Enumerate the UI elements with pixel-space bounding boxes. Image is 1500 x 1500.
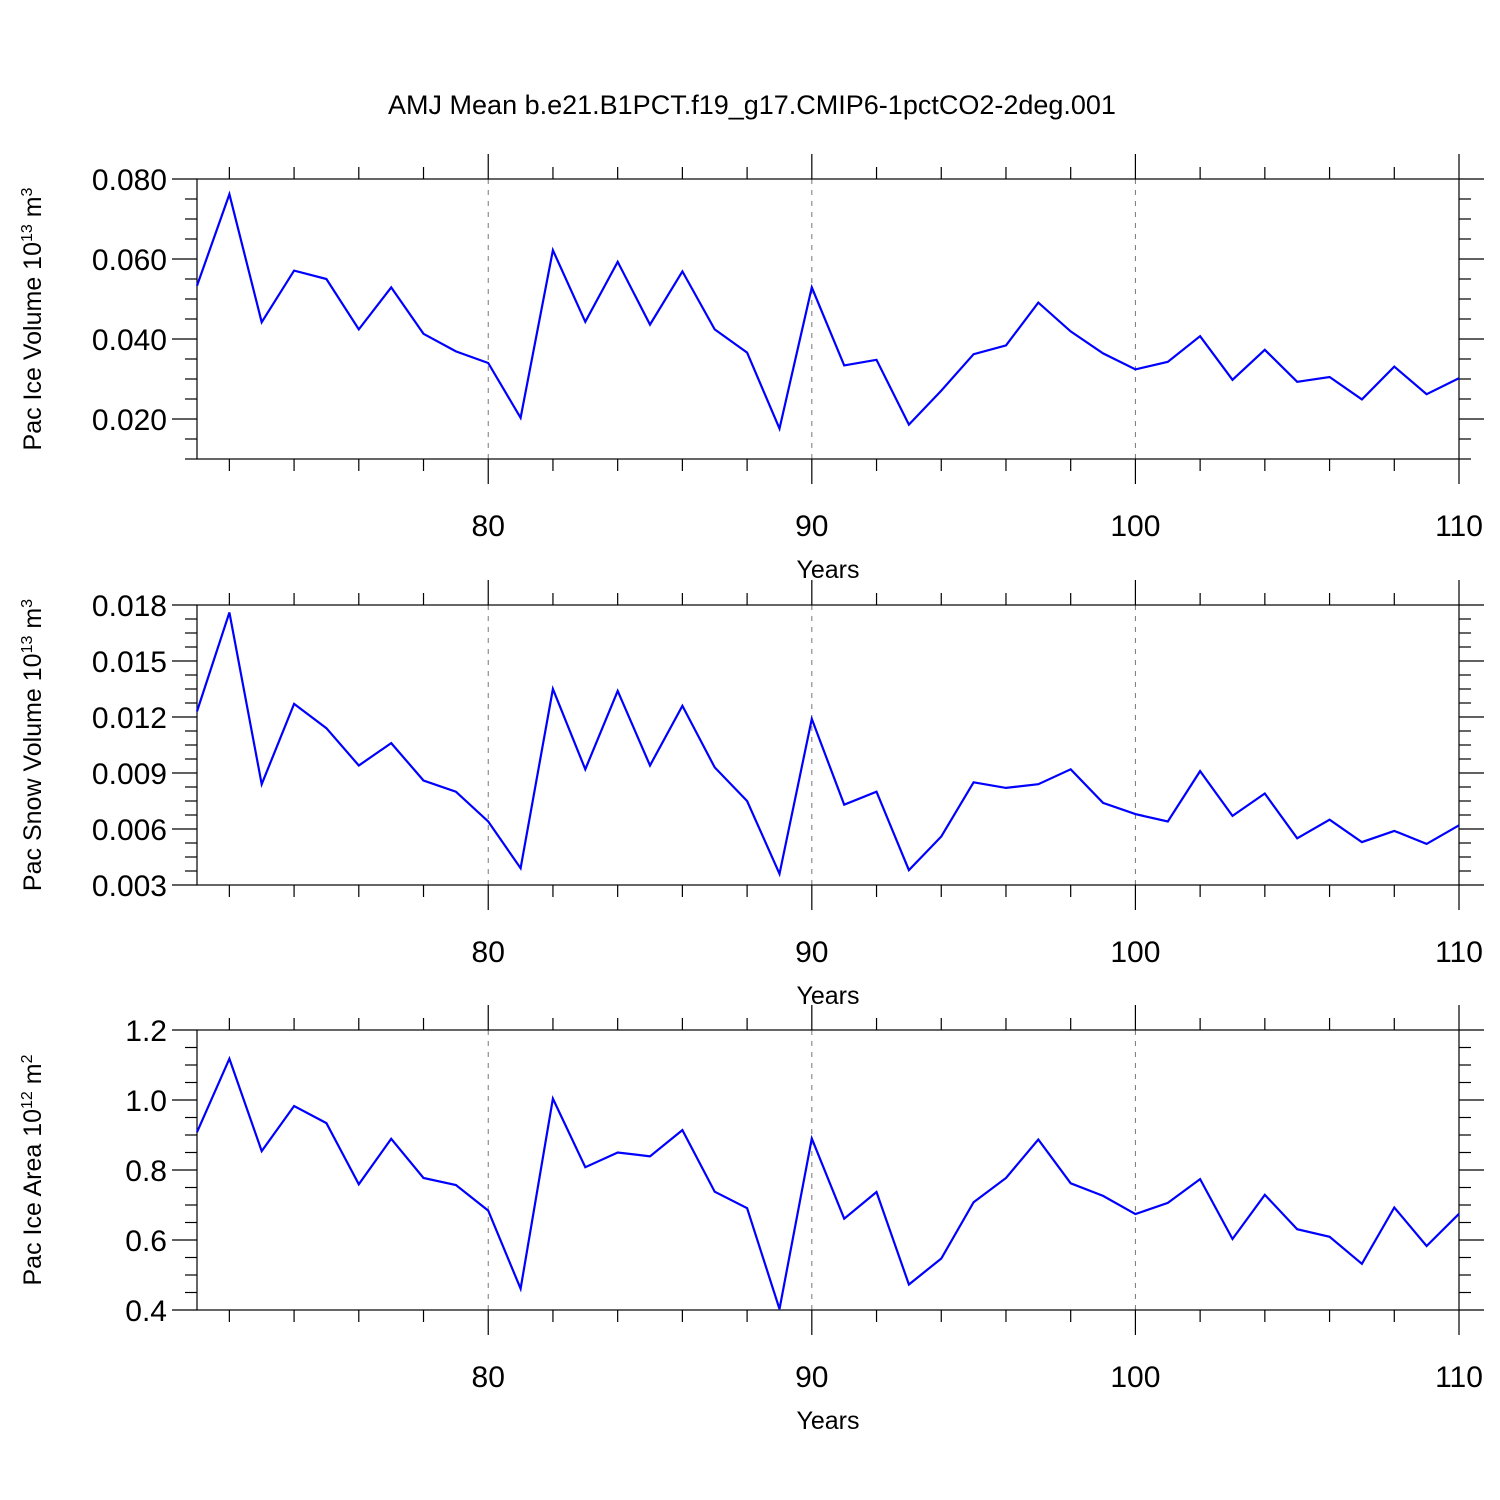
y-tick-label: 0.060 xyxy=(92,244,167,277)
y-tick-label: 0.003 xyxy=(92,870,167,903)
y-tick-label: 0.8 xyxy=(125,1155,167,1188)
y-axis-title: Pac Ice Area 1012 m2 xyxy=(19,1054,47,1285)
x-tick-label: 90 xyxy=(795,510,828,543)
y-tick-label: 0.006 xyxy=(92,814,167,847)
x-tick-label: 100 xyxy=(1110,1361,1160,1394)
y-tick-label: 0.020 xyxy=(92,404,167,437)
plot-frame xyxy=(196,1029,1460,1311)
y-tick-label: 0.4 xyxy=(125,1295,167,1328)
chart-panel-2: 80 90 100 110 0.003 0.006 0.009 0.012 0.015 0.018… xyxy=(19,580,1484,1010)
y-tick-label: 0.040 xyxy=(92,324,167,357)
x-tick-label: 90 xyxy=(795,936,828,969)
y-tick-label: 1.0 xyxy=(125,1085,167,1118)
y-axis-title: Pac Snow Volume 1013 m3 xyxy=(19,599,47,891)
x-tick-label: 100 xyxy=(1110,936,1160,969)
series-line xyxy=(195,190,1460,433)
x-axis-title: Years xyxy=(796,556,859,584)
x-tick-label: 80 xyxy=(472,1361,505,1394)
y-axis-title: Pac Ice Volume 1013 m3 xyxy=(19,187,47,450)
x-tick-label: 110 xyxy=(1435,936,1483,969)
y-tick-label: 0.018 xyxy=(92,590,167,623)
chart-panel-1: 80 90 100 110 0.020 0.040 0.060 0.080 Years Pac I… xyxy=(19,154,1484,584)
x-tick-label: 80 xyxy=(472,936,505,969)
y-tick-label: 0.015 xyxy=(92,646,167,679)
x-tick-label: 110 xyxy=(1435,1361,1483,1394)
y-tick-label: 0.012 xyxy=(92,702,167,735)
panels: 80 90 100 110 0.020 0.040 0.060 0.080 Years Pac I… xyxy=(19,154,1484,1435)
series-line xyxy=(195,1055,1460,1310)
plot-frame xyxy=(196,178,1460,460)
series-line xyxy=(195,612,1460,878)
y-tick-label: 0.009 xyxy=(92,758,167,791)
figure-title: AMJ Mean b.e21.B1PCT.f19_g17.CMIP6-1pctC… xyxy=(388,90,1116,120)
plot-frame xyxy=(196,604,1460,886)
x-tick-label: 90 xyxy=(795,1361,828,1394)
y-tick-label: 0.6 xyxy=(125,1225,167,1258)
y-tick-label: 0.080 xyxy=(92,164,167,197)
x-axis-title: Years xyxy=(796,982,859,1010)
x-axis-title: Years xyxy=(796,1407,859,1435)
x-tick-label: 100 xyxy=(1110,510,1160,543)
x-tick-label: 80 xyxy=(472,510,505,543)
y-tick-label: 1.2 xyxy=(125,1015,167,1048)
x-tick-label: 110 xyxy=(1435,510,1483,543)
chart-panel-3: 80 90 100 110 0.4 0.6 0.8 1.0 1.2 Years Pac Ice Ar… xyxy=(19,1005,1484,1435)
